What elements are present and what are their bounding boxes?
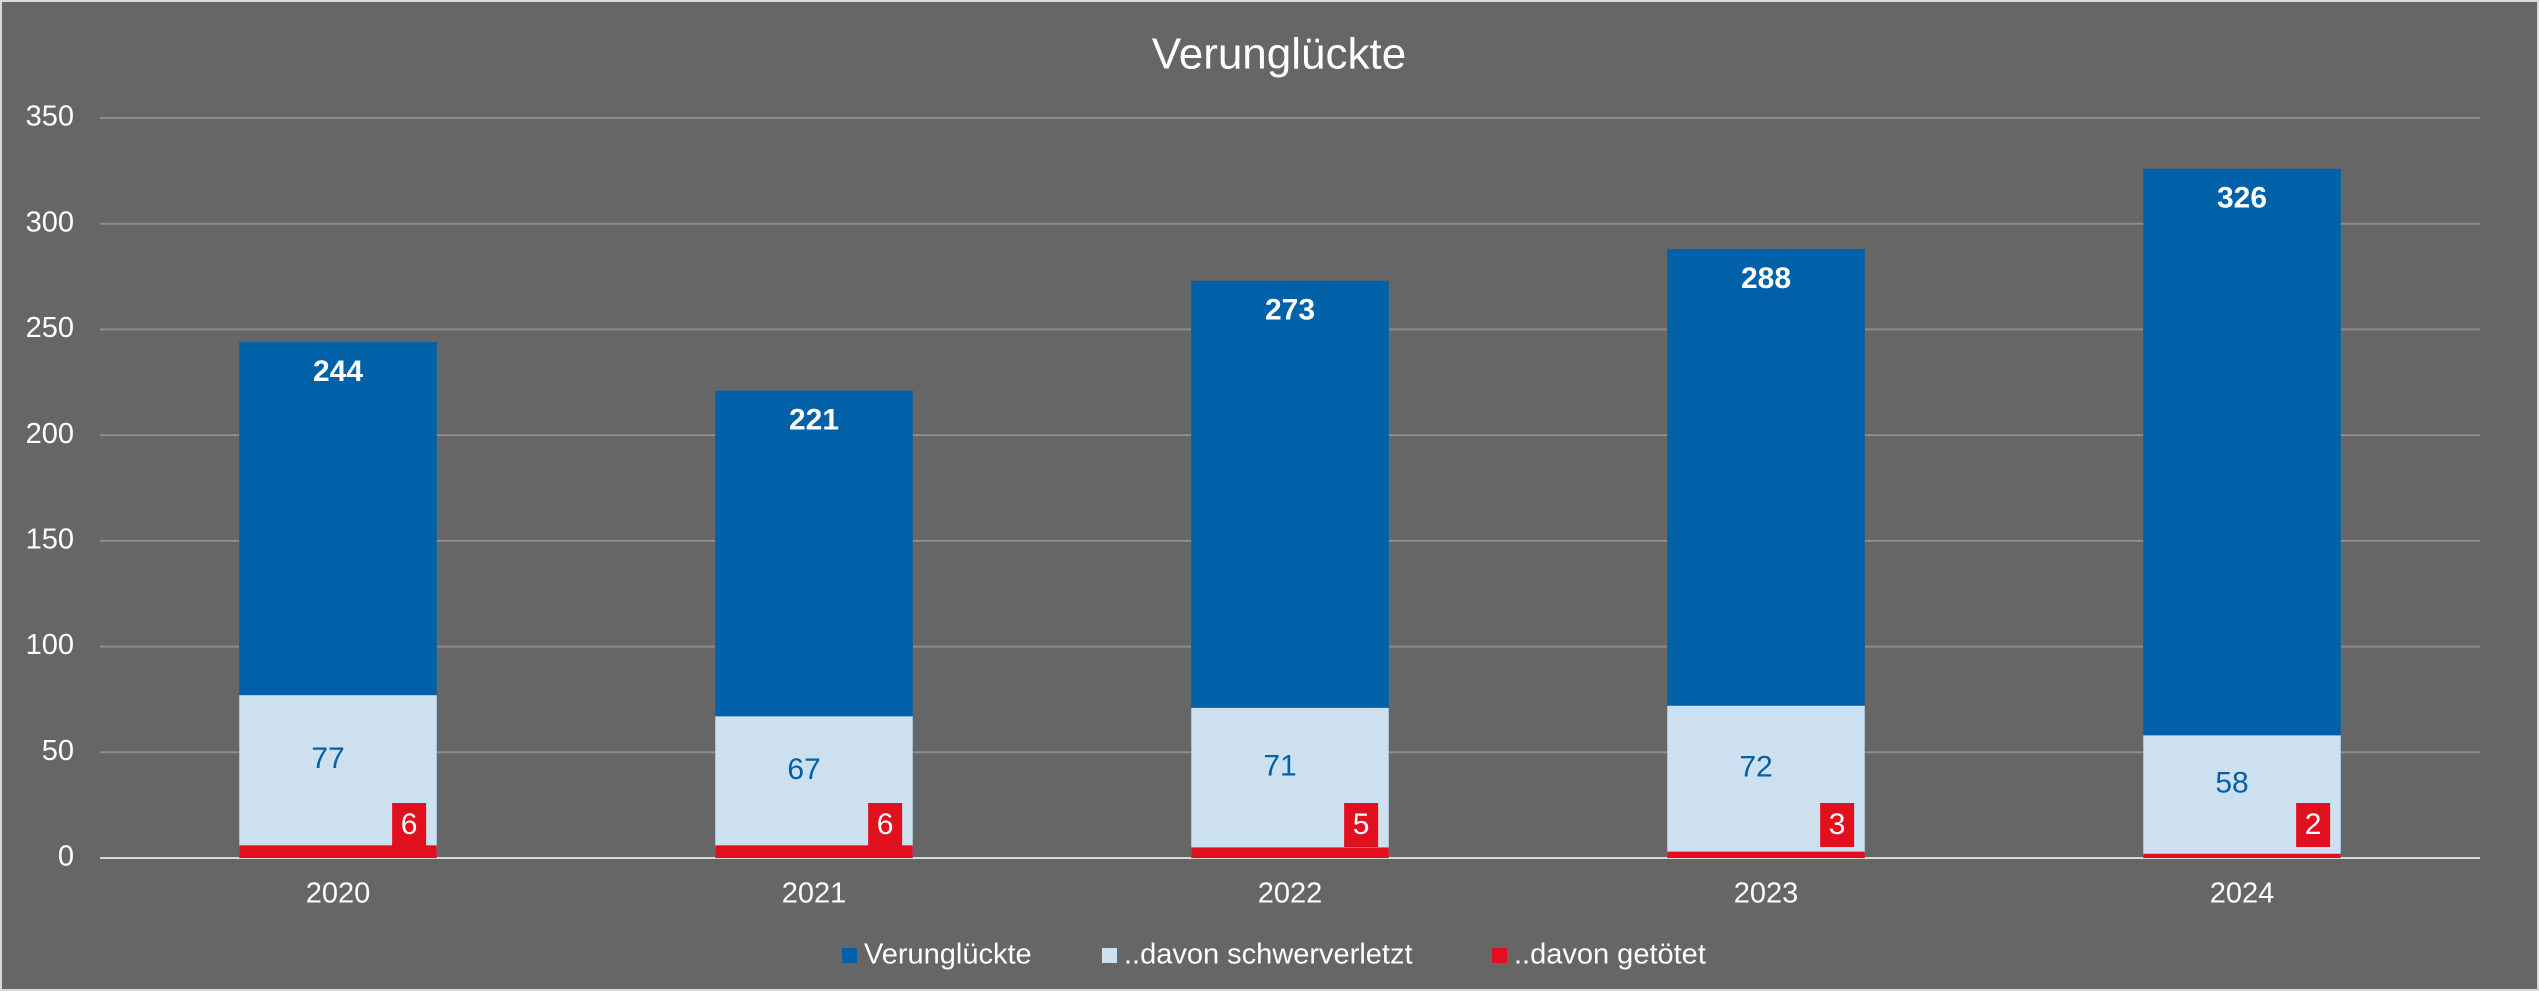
legend-label: ..davon schwerverletzt: [1124, 939, 1413, 971]
legend-swatch: [1492, 948, 1507, 963]
legend-label: ..davon getötet: [1514, 939, 1706, 971]
y-tick-label: 150: [26, 524, 74, 556]
data-label: 273: [1265, 294, 1315, 327]
legend-label: Verunglückte: [864, 939, 1032, 971]
data-label: 3: [1829, 808, 1846, 841]
data-label: 6: [401, 808, 418, 841]
x-tick-label: 2021: [782, 878, 847, 910]
x-tick-label: 2023: [1734, 878, 1799, 910]
data-label-box: [868, 803, 903, 847]
data-label-box: [392, 803, 427, 847]
data-label: 6: [877, 808, 894, 841]
y-tick-label: 250: [26, 312, 74, 344]
data-label: 221: [789, 404, 839, 437]
data-label: 2: [2305, 808, 2322, 841]
data-label: 5: [1353, 808, 1370, 841]
y-tick-label: 300: [26, 206, 74, 238]
data-label: 77: [311, 742, 344, 775]
bar: [2143, 853, 2341, 858]
y-tick-label: 200: [26, 418, 74, 450]
data-label: 326: [2217, 182, 2267, 215]
y-tick-label: 50: [42, 735, 74, 767]
x-tick-label: 2024: [2210, 878, 2275, 910]
y-tick-label: 350: [26, 101, 74, 133]
bar: [1191, 847, 1389, 858]
y-tick-label: 100: [26, 629, 74, 661]
bar: [1667, 851, 1865, 858]
data-label: 67: [787, 753, 820, 786]
legend-swatch: [842, 948, 857, 963]
chart-title: Verunglückte: [1152, 30, 1406, 79]
data-label: 72: [1739, 751, 1772, 784]
data-label: 71: [1263, 750, 1296, 783]
data-label-box: [1344, 803, 1379, 847]
data-label: 58: [2215, 766, 2248, 799]
y-tick-label: 0: [58, 841, 74, 873]
bar: [239, 845, 437, 858]
x-tick-label: 2020: [306, 878, 371, 910]
legend-swatch: [1102, 948, 1117, 963]
data-label-box: [2296, 803, 2331, 847]
data-label: 288: [1741, 262, 1791, 295]
data-label-box: [1820, 803, 1855, 847]
data-label: 244: [313, 355, 363, 388]
x-tick-label: 2022: [1258, 878, 1323, 910]
bar: [715, 845, 913, 858]
